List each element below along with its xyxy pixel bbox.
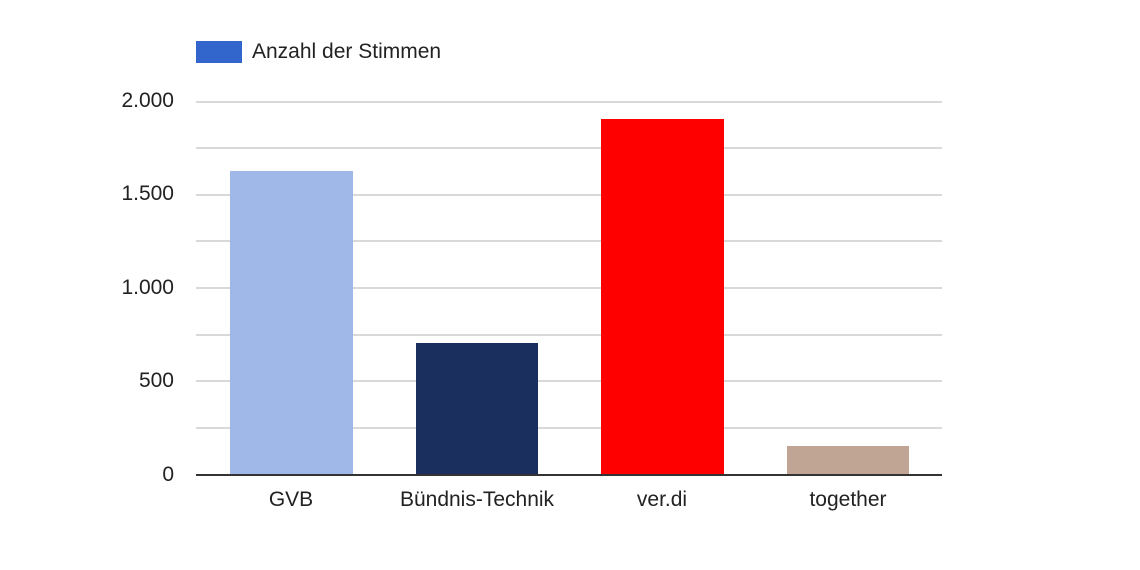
y-tick-label: 2.000 — [121, 89, 174, 112]
y-tick-label: 500 — [138, 369, 174, 392]
gridline — [196, 380, 942, 382]
y-tick-label: 1.000 — [121, 276, 174, 299]
gridline — [196, 427, 942, 429]
chart-legend: Anzahl der Stimmen — [196, 40, 441, 64]
plot-area — [196, 101, 942, 476]
gridline — [196, 101, 942, 103]
x-tick-label: ver.di — [636, 488, 688, 511]
gridline — [196, 334, 942, 336]
x-axis-baseline — [196, 474, 942, 476]
bar-buendnis-technik — [416, 343, 538, 474]
gridline — [196, 287, 942, 289]
legend-label: Anzahl der Stimmen — [252, 40, 442, 63]
bar-together — [787, 445, 909, 474]
gridline — [196, 194, 942, 196]
y-tick-label: 1.500 — [121, 182, 174, 205]
y-tick-label: 0 — [162, 463, 174, 486]
gridline — [196, 240, 942, 242]
bar-verdi — [601, 118, 724, 474]
x-tick-label: together — [809, 488, 887, 511]
x-tick-label: GVB — [268, 488, 314, 511]
x-tick-label: Bündnis-Technik — [399, 488, 555, 511]
bar-gvb — [230, 171, 353, 474]
gridline — [196, 147, 942, 149]
legend-swatch — [196, 41, 242, 63]
